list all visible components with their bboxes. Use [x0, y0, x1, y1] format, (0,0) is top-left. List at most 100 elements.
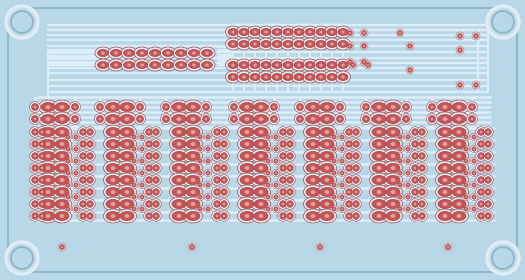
Ellipse shape	[311, 202, 316, 206]
Ellipse shape	[184, 100, 203, 114]
Circle shape	[275, 160, 277, 162]
Circle shape	[280, 165, 286, 171]
Circle shape	[153, 141, 159, 147]
Circle shape	[280, 141, 286, 147]
Circle shape	[355, 215, 357, 217]
Circle shape	[467, 113, 478, 125]
Ellipse shape	[294, 29, 304, 36]
Ellipse shape	[170, 209, 188, 223]
Ellipse shape	[247, 71, 262, 83]
Ellipse shape	[324, 154, 330, 158]
Circle shape	[478, 213, 484, 219]
Ellipse shape	[372, 211, 386, 221]
Ellipse shape	[103, 209, 122, 223]
Circle shape	[417, 163, 427, 173]
Circle shape	[355, 131, 357, 133]
Ellipse shape	[438, 188, 452, 197]
Ellipse shape	[38, 173, 58, 187]
Circle shape	[207, 208, 209, 210]
Circle shape	[419, 177, 425, 183]
Ellipse shape	[438, 200, 452, 209]
Ellipse shape	[176, 214, 182, 218]
Circle shape	[297, 104, 303, 111]
Ellipse shape	[291, 71, 307, 83]
Ellipse shape	[170, 112, 188, 126]
Ellipse shape	[311, 214, 316, 218]
Circle shape	[155, 167, 158, 169]
Circle shape	[219, 139, 229, 149]
Ellipse shape	[391, 154, 395, 158]
Circle shape	[344, 175, 354, 185]
Ellipse shape	[55, 139, 69, 148]
Ellipse shape	[313, 26, 329, 38]
Ellipse shape	[55, 102, 69, 111]
Circle shape	[220, 201, 227, 207]
Ellipse shape	[103, 197, 122, 211]
Circle shape	[470, 133, 478, 141]
Ellipse shape	[318, 197, 337, 211]
Circle shape	[476, 211, 486, 221]
Ellipse shape	[52, 125, 71, 139]
Ellipse shape	[251, 173, 270, 187]
Ellipse shape	[46, 142, 50, 146]
Circle shape	[472, 81, 480, 89]
Circle shape	[204, 181, 212, 189]
Ellipse shape	[452, 176, 466, 185]
Ellipse shape	[316, 74, 326, 81]
Ellipse shape	[111, 105, 116, 109]
Circle shape	[487, 155, 489, 157]
Ellipse shape	[386, 211, 400, 221]
Circle shape	[141, 160, 143, 162]
Ellipse shape	[46, 190, 50, 194]
Ellipse shape	[449, 209, 468, 223]
Circle shape	[29, 113, 40, 125]
Ellipse shape	[173, 59, 189, 71]
Ellipse shape	[124, 202, 130, 206]
Circle shape	[85, 175, 96, 185]
Circle shape	[230, 104, 237, 111]
Ellipse shape	[370, 100, 388, 114]
Ellipse shape	[316, 41, 326, 48]
Circle shape	[410, 127, 421, 137]
Ellipse shape	[124, 190, 130, 194]
Circle shape	[138, 145, 146, 153]
Circle shape	[412, 129, 418, 135]
Circle shape	[196, 193, 204, 201]
Circle shape	[282, 131, 284, 133]
Ellipse shape	[436, 209, 455, 223]
Ellipse shape	[98, 50, 109, 57]
Circle shape	[410, 199, 421, 209]
Circle shape	[34, 215, 36, 217]
Circle shape	[272, 181, 280, 189]
Ellipse shape	[172, 176, 186, 185]
Circle shape	[407, 196, 409, 198]
Ellipse shape	[111, 130, 116, 134]
Ellipse shape	[327, 41, 337, 48]
Ellipse shape	[239, 41, 249, 48]
Circle shape	[219, 151, 229, 161]
Circle shape	[464, 159, 468, 163]
Circle shape	[32, 165, 38, 171]
Circle shape	[397, 31, 403, 36]
Circle shape	[80, 141, 86, 147]
Circle shape	[404, 181, 412, 189]
Ellipse shape	[186, 59, 202, 71]
Circle shape	[470, 205, 478, 213]
Circle shape	[272, 205, 280, 213]
Circle shape	[272, 133, 280, 141]
Ellipse shape	[436, 161, 455, 175]
Circle shape	[87, 177, 93, 183]
Circle shape	[138, 193, 146, 201]
Ellipse shape	[226, 38, 240, 50]
Ellipse shape	[121, 47, 137, 59]
Circle shape	[278, 163, 288, 173]
Circle shape	[360, 42, 368, 50]
Circle shape	[287, 201, 293, 207]
Circle shape	[492, 247, 514, 269]
Circle shape	[457, 48, 463, 53]
Circle shape	[459, 49, 461, 51]
Circle shape	[82, 167, 84, 169]
Ellipse shape	[318, 112, 337, 126]
Circle shape	[476, 139, 486, 149]
Ellipse shape	[140, 64, 144, 67]
